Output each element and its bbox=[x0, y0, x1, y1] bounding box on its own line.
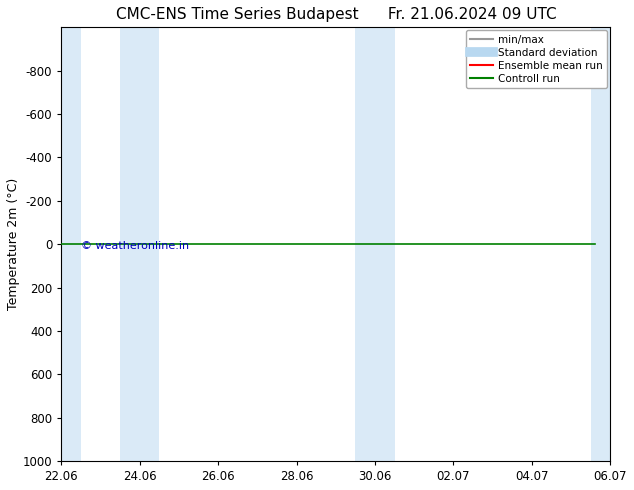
Bar bbox=[61, 27, 81, 461]
Bar bbox=[120, 27, 159, 461]
Title: CMC-ENS Time Series Budapest      Fr. 21.06.2024 09 UTC: CMC-ENS Time Series Budapest Fr. 21.06.2… bbox=[115, 7, 556, 22]
Bar bbox=[356, 27, 394, 461]
Legend: min/max, Standard deviation, Ensemble mean run, Controll run: min/max, Standard deviation, Ensemble me… bbox=[466, 30, 607, 88]
Bar bbox=[591, 27, 611, 461]
Y-axis label: Temperature 2m (°C): Temperature 2m (°C) bbox=[7, 178, 20, 310]
Text: © weatheronline.in: © weatheronline.in bbox=[81, 241, 189, 251]
